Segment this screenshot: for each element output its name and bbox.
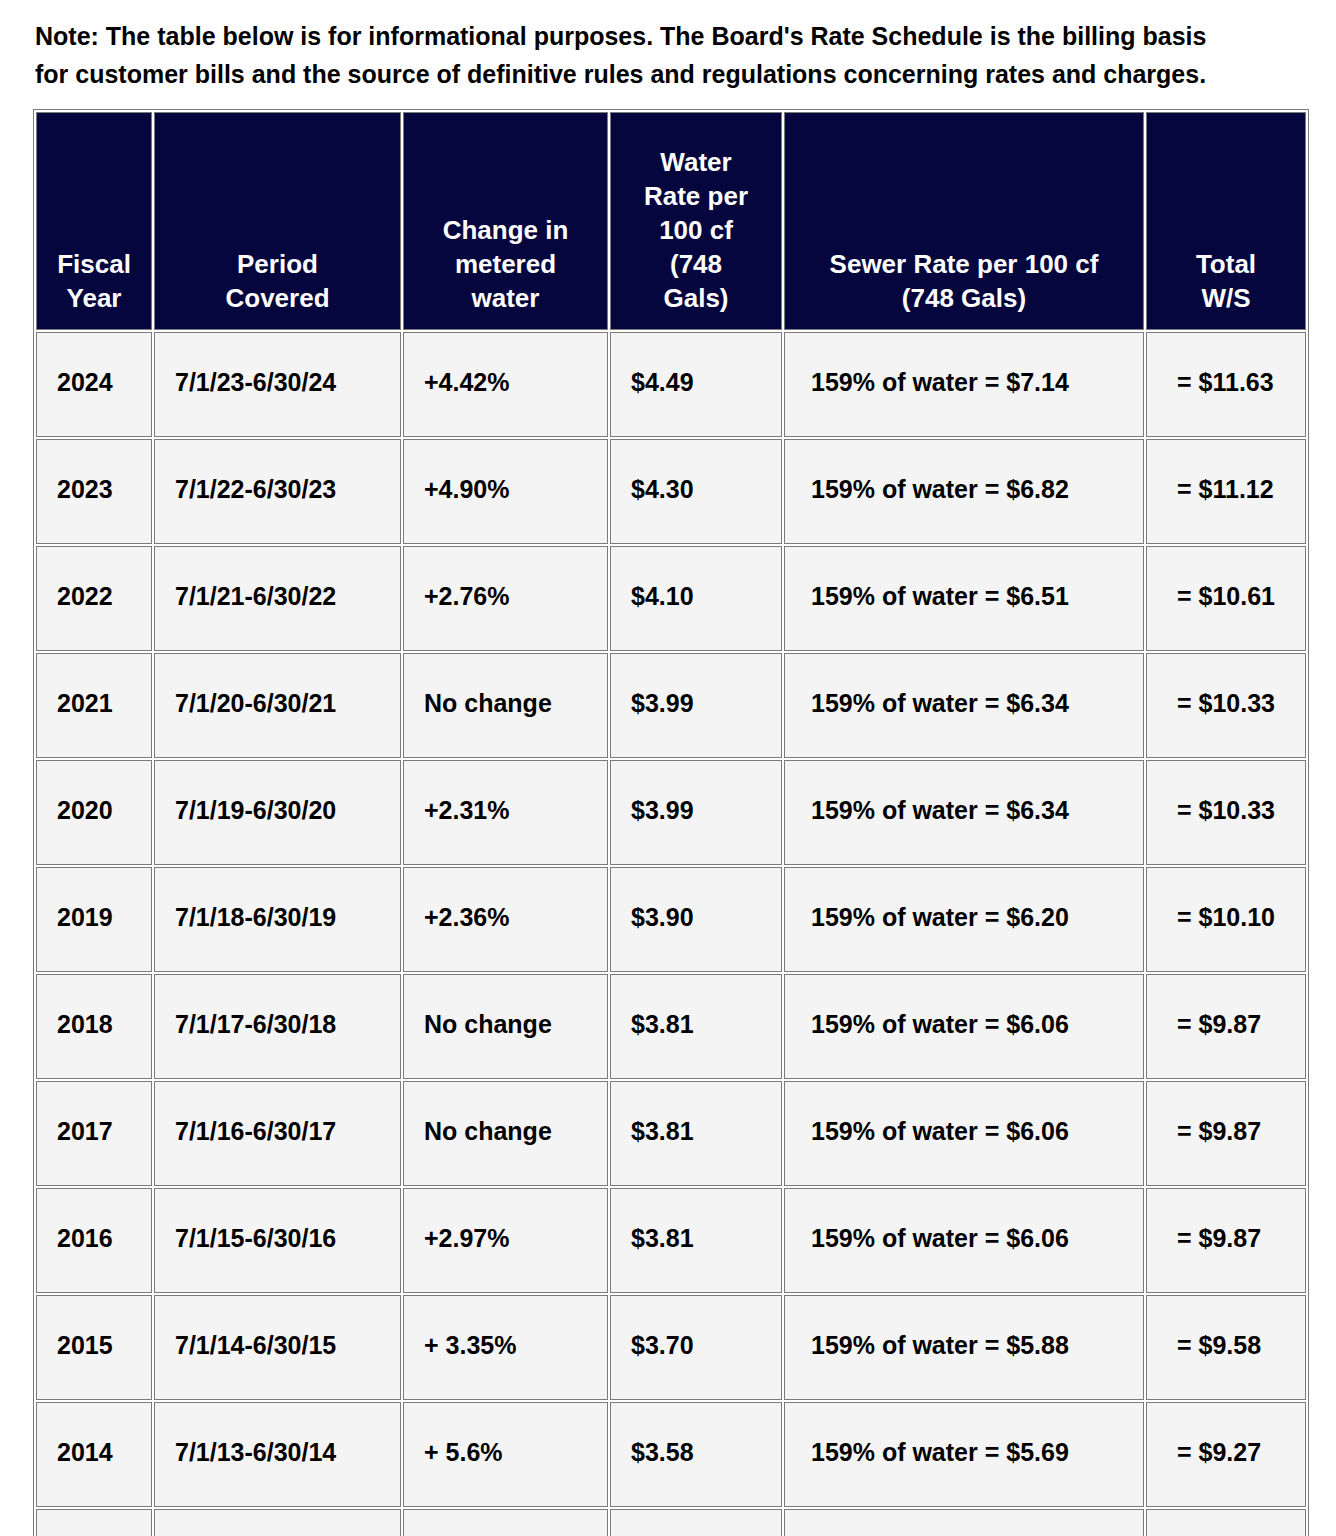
sewer-rate-cell: 159% of water = $6.06 xyxy=(784,1188,1144,1293)
period-covered-cell: 7/1/15-6/30/16 xyxy=(154,1188,401,1293)
table-row: 20177/1/16-6/30/17No change$3.81159% of … xyxy=(36,1081,1306,1186)
sewer-rate-cell: 159% of water = $6.82 xyxy=(784,439,1144,544)
sewer-rate-cell: 159% of water = $6.06 xyxy=(784,1081,1144,1186)
period-covered-cell: 7/1/22-6/30/23 xyxy=(154,439,401,544)
fiscal-year-cell: 2018 xyxy=(36,974,152,1079)
sewer-rate-cell: 159% of water = $6.51 xyxy=(784,546,1144,651)
sewer-rate-cell: 159% of water = $6.06 xyxy=(784,974,1144,1079)
sewer-rate-cell: 159% of water = $6.20 xyxy=(784,867,1144,972)
fiscal-year-cell: 2017 xyxy=(36,1081,152,1186)
total-ws-cell: = $10.61 xyxy=(1146,546,1306,651)
water-rate-cell: $4.10 xyxy=(610,546,782,651)
table-row: 20147/1/13-6/30/14+ 5.6%$3.58159% of wat… xyxy=(36,1402,1306,1507)
column-header-period-covered: Period Covered xyxy=(154,112,401,330)
sewer-rate-cell xyxy=(784,1509,1144,1536)
table-row: 20237/1/22-6/30/23+4.90%$4.30159% of wat… xyxy=(36,439,1306,544)
change-metered-water-cell: +2.76% xyxy=(403,546,608,651)
total-ws-cell: = $9.87 xyxy=(1146,1081,1306,1186)
period-covered-cell: 7/1/18-6/30/19 xyxy=(154,867,401,972)
change-metered-water-cell: + 5.6% xyxy=(403,1402,608,1507)
table-row: 20227/1/21-6/30/22+2.76%$4.10159% of wat… xyxy=(36,546,1306,651)
table-row: 20247/1/23-6/30/24+4.42%$4.49159% of wat… xyxy=(36,332,1306,437)
total-ws-cell: = $9.87 xyxy=(1146,974,1306,1079)
fiscal-year-cell xyxy=(36,1509,152,1536)
sewer-rate-cell: 159% of water = $5.69 xyxy=(784,1402,1144,1507)
period-covered-cell: 7/1/17-6/30/18 xyxy=(154,974,401,1079)
water-rate-cell: $3.90 xyxy=(610,867,782,972)
change-metered-water-cell: No change xyxy=(403,1081,608,1186)
total-ws-cell: = $11.12 xyxy=(1146,439,1306,544)
table-body: 20247/1/23-6/30/24+4.42%$4.49159% of wat… xyxy=(36,332,1306,1536)
period-covered-cell: 7/1/14-6/30/15 xyxy=(154,1295,401,1400)
water-rate-cell: $3.58 xyxy=(610,1402,782,1507)
total-ws-cell: = $10.33 xyxy=(1146,760,1306,865)
water-sewer-rates-table: Fiscal YearPeriod CoveredChange in meter… xyxy=(33,109,1309,1536)
period-covered-cell: 7/1/21-6/30/22 xyxy=(154,546,401,651)
fiscal-year-cell: 2022 xyxy=(36,546,152,651)
water-rate-cell: $3.99 xyxy=(610,760,782,865)
period-covered-cell: 7/1/16-6/30/17 xyxy=(154,1081,401,1186)
total-ws-cell: = $9.87 xyxy=(1146,1188,1306,1293)
total-ws-cell: = $9.58 xyxy=(1146,1295,1306,1400)
column-header-change-metered-water: Change in metered water xyxy=(403,112,608,330)
table-row: 20217/1/20-6/30/21No change$3.99159% of … xyxy=(36,653,1306,758)
change-metered-water-cell: +2.97% xyxy=(403,1188,608,1293)
total-ws-cell: = $10.33 xyxy=(1146,653,1306,758)
water-rate-cell: $4.49 xyxy=(610,332,782,437)
informational-note: Note: The table below is for information… xyxy=(0,0,1260,109)
period-covered-cell: 7/1/23-6/30/24 xyxy=(154,332,401,437)
sewer-rate-cell: 159% of water = $6.34 xyxy=(784,760,1144,865)
period-covered-cell: 7/1/19-6/30/20 xyxy=(154,760,401,865)
fiscal-year-cell: 2020 xyxy=(36,760,152,865)
water-rate-cell: $3.81 xyxy=(610,974,782,1079)
change-metered-water-cell: No change xyxy=(403,653,608,758)
fiscal-year-cell: 2024 xyxy=(36,332,152,437)
sewer-rate-cell: 159% of water = $5.88 xyxy=(784,1295,1144,1400)
total-ws-cell xyxy=(1146,1509,1306,1536)
period-covered-cell: 7/1/20-6/30/21 xyxy=(154,653,401,758)
table-row xyxy=(36,1509,1306,1536)
water-rate-cell: $3.70 xyxy=(610,1295,782,1400)
water-rate-cell: $3.99 xyxy=(610,653,782,758)
header-row: Fiscal YearPeriod CoveredChange in meter… xyxy=(36,112,1306,330)
water-rate-cell: $4.30 xyxy=(610,439,782,544)
change-metered-water-cell: +2.31% xyxy=(403,760,608,865)
table-row: 20187/1/17-6/30/18No change$3.81159% of … xyxy=(36,974,1306,1079)
change-metered-water-cell: No change xyxy=(403,974,608,1079)
change-metered-water-cell: +2.36% xyxy=(403,867,608,972)
sewer-rate-cell: 159% of water = $7.14 xyxy=(784,332,1144,437)
period-covered-cell xyxy=(154,1509,401,1536)
column-header-sewer-rate: Sewer Rate per 100 cf (748 Gals) xyxy=(784,112,1144,330)
column-header-fiscal-year: Fiscal Year xyxy=(36,112,152,330)
total-ws-cell: = $11.63 xyxy=(1146,332,1306,437)
total-ws-cell: = $9.27 xyxy=(1146,1402,1306,1507)
sewer-rate-cell: 159% of water = $6.34 xyxy=(784,653,1144,758)
column-header-total-ws: Total W/S xyxy=(1146,112,1306,330)
page: Note: The table below is for information… xyxy=(0,0,1336,1536)
change-metered-water-cell xyxy=(403,1509,608,1536)
fiscal-year-cell: 2023 xyxy=(36,439,152,544)
table-row: 20167/1/15-6/30/16+2.97%$3.81159% of wat… xyxy=(36,1188,1306,1293)
change-metered-water-cell: +4.90% xyxy=(403,439,608,544)
change-metered-water-cell: +4.42% xyxy=(403,332,608,437)
water-rate-cell xyxy=(610,1509,782,1536)
fiscal-year-cell: 2019 xyxy=(36,867,152,972)
change-metered-water-cell: + 3.35% xyxy=(403,1295,608,1400)
fiscal-year-cell: 2015 xyxy=(36,1295,152,1400)
total-ws-cell: = $10.10 xyxy=(1146,867,1306,972)
table-row: 20197/1/18-6/30/19+2.36%$3.90159% of wat… xyxy=(36,867,1306,972)
fiscal-year-cell: 2021 xyxy=(36,653,152,758)
table-row: 20207/1/19-6/30/20+2.31%$3.99159% of wat… xyxy=(36,760,1306,865)
table-row: 20157/1/14-6/30/15+ 3.35%$3.70159% of wa… xyxy=(36,1295,1306,1400)
water-rate-cell: $3.81 xyxy=(610,1081,782,1186)
fiscal-year-cell: 2016 xyxy=(36,1188,152,1293)
column-header-water-rate: Water Rate per 100 cf (748 Gals) xyxy=(610,112,782,330)
water-rate-cell: $3.81 xyxy=(610,1188,782,1293)
period-covered-cell: 7/1/13-6/30/14 xyxy=(154,1402,401,1507)
fiscal-year-cell: 2014 xyxy=(36,1402,152,1507)
